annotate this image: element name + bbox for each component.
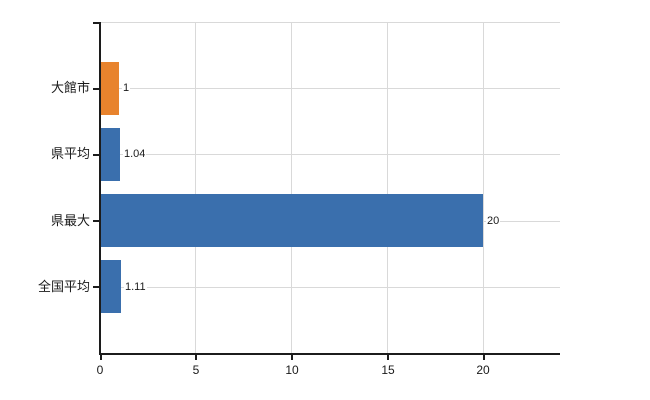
category-label-県最大: 県最大 bbox=[50, 213, 90, 228]
y-axis-tick bbox=[93, 154, 100, 156]
x-tick-label: 10 bbox=[285, 363, 299, 377]
bar-県平均[interactable] bbox=[100, 128, 120, 181]
y-axis-tick bbox=[93, 220, 100, 222]
x-tick-label: 20 bbox=[476, 363, 490, 377]
x-axis-tick bbox=[100, 354, 102, 360]
category-label-県平均: 県平均 bbox=[50, 146, 90, 161]
category-label-大館市: 大館市 bbox=[50, 80, 90, 95]
vertical-gridline bbox=[195, 22, 197, 353]
bar-大館市[interactable] bbox=[100, 62, 119, 115]
bar-県最大[interactable] bbox=[100, 194, 483, 247]
horizontal-gridline bbox=[100, 154, 560, 155]
x-axis-tick bbox=[387, 354, 389, 360]
horizontal-gridline bbox=[100, 287, 560, 288]
category-label-全国平均: 全国平均 bbox=[37, 279, 90, 294]
bar-全国平均[interactable] bbox=[100, 260, 121, 313]
plot-area: 1 1.04 20 1.11 bbox=[100, 22, 560, 353]
plot-top-border bbox=[100, 22, 560, 23]
vertical-gridline bbox=[387, 22, 388, 353]
bar-value-label: 1.11 bbox=[124, 280, 147, 294]
x-axis-tick bbox=[483, 354, 485, 360]
bar-value-label: 1 bbox=[122, 81, 131, 95]
vertical-gridline bbox=[291, 22, 293, 353]
x-tick-label: 5 bbox=[192, 363, 200, 377]
x-axis-line bbox=[99, 353, 560, 355]
y-axis-line bbox=[99, 22, 101, 354]
horizontal-gridline bbox=[100, 88, 560, 89]
x-tick-label: 0 bbox=[96, 363, 104, 377]
y-axis-tick bbox=[93, 286, 100, 288]
x-axis-tick bbox=[291, 354, 293, 360]
y-axis-end-tick bbox=[93, 22, 100, 24]
x-tick-label: 15 bbox=[381, 363, 395, 377]
x-axis-tick bbox=[195, 354, 197, 360]
vertical-gridline bbox=[482, 22, 484, 353]
bar-value-label: 1.04 bbox=[123, 147, 147, 161]
bar-value-label: 20 bbox=[486, 214, 501, 228]
y-axis-tick bbox=[93, 88, 100, 90]
